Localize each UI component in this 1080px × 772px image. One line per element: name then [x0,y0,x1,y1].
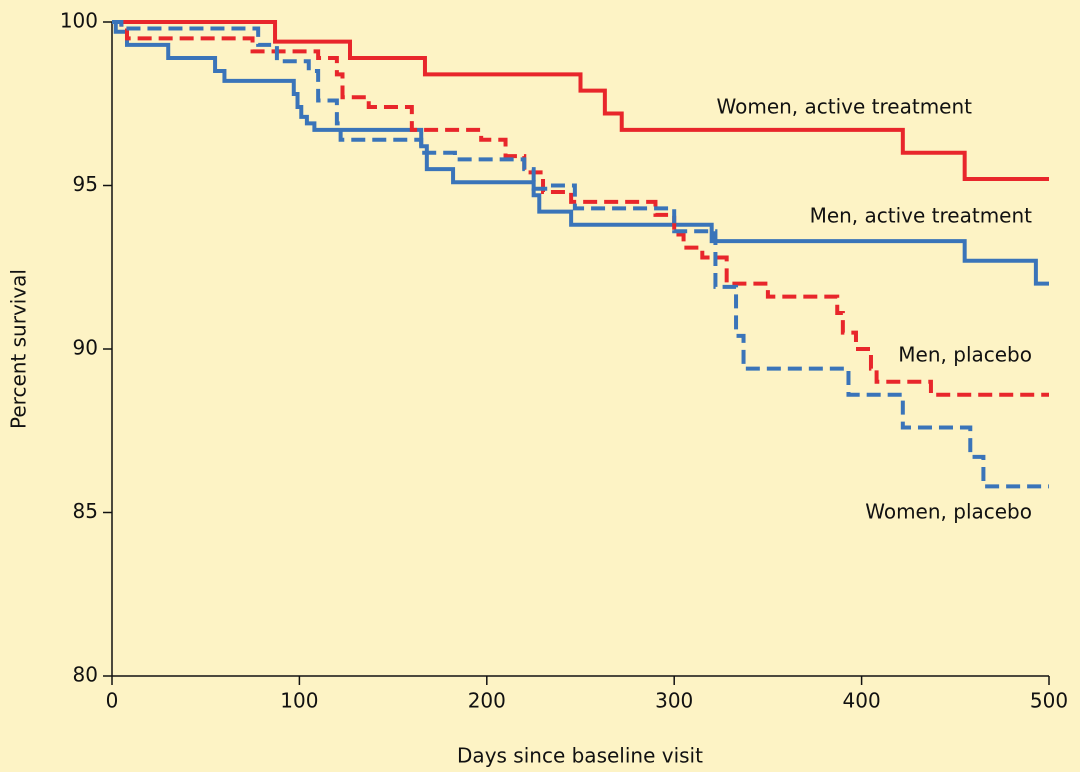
y-tick-label: 85 [73,499,98,523]
x-tick-label: 100 [280,689,318,713]
y-axis-label: Percent survival [7,269,31,429]
series-label: Men, placebo [898,343,1032,367]
y-tick-label: 95 [73,172,98,196]
x-tick-label: 400 [843,689,881,713]
x-tick-label: 0 [106,689,119,713]
x-axis-label: Days since baseline visit [457,744,703,768]
survival-line [112,20,1049,397]
x-tick-label: 500 [1030,689,1068,713]
y-tick-label: 100 [60,9,98,33]
x-tick-label: 300 [655,689,693,713]
survival-line [112,20,1049,286]
series-label: Women, placebo [865,500,1032,524]
y-tick-label: 90 [73,336,98,360]
series-label: Women, active treatment [717,95,973,119]
y-tick-label: 80 [73,663,98,687]
survival-line [112,20,1049,489]
x-tick-label: 200 [468,689,506,713]
survival-line [112,20,1049,181]
series-label: Men, active treatment [810,204,1033,228]
